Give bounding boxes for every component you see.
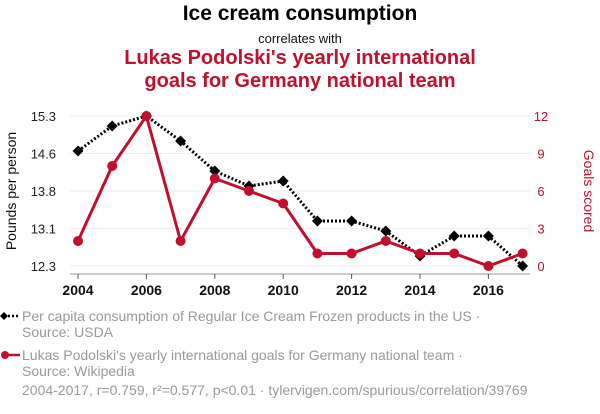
x-tick-label: 2016	[473, 282, 504, 298]
chart-title-secondary: Lukas Podolski's yearly international go…	[0, 47, 600, 93]
x-tick-label: 2010	[268, 282, 299, 298]
ice-cream-point	[482, 230, 494, 242]
y-tick-label-left: 14.6	[31, 147, 56, 162]
legend-item-ice-cream: Per capita consumption of Regular Ice Cr…	[0, 308, 481, 340]
legend-label-ice-cream: Per capita consumption of Regular Ice Cr…	[22, 308, 481, 324]
ice-cream-point	[106, 120, 118, 132]
x-tick-label: 2014	[404, 282, 435, 298]
ice-cream-point	[277, 175, 289, 187]
legend-label-goals: Lukas Podolski's yearly international go…	[22, 347, 463, 363]
grid	[70, 115, 530, 267]
x-tick-label: 2012	[336, 282, 367, 298]
goals-point	[73, 236, 83, 246]
legend-source-ice-cream: Source: USDA	[22, 324, 114, 340]
ice-cream-point	[72, 145, 84, 157]
ice-cream-point	[448, 230, 460, 242]
y-axis-label-right: Goals scored	[581, 150, 597, 232]
ice-cream-point	[209, 165, 221, 177]
x-tick-label: 2004	[62, 282, 93, 298]
goals-point	[107, 161, 118, 171]
goals-point	[278, 198, 289, 209]
goals-point	[449, 248, 460, 259]
title2-line-1: Lukas Podolski's yearly international	[124, 47, 476, 69]
goals-point	[346, 248, 357, 259]
ice-cream-point	[175, 135, 187, 147]
chart-subtitle: correlates with	[258, 31, 342, 46]
circle-line-icon	[1, 351, 20, 359]
legend-source-goals: Source: Wikipedia	[22, 363, 135, 379]
y-tick-label-left: 13.8	[31, 184, 56, 199]
goals-point	[380, 236, 391, 246]
legend-item-goals: Lukas Podolski's yearly international go…	[1, 347, 463, 379]
goals-point	[244, 186, 254, 196]
axes: 15.3 14.6 13.8 13.1 12.3 12 9 6 3 0 2004 2006 2008 20…	[3, 109, 597, 298]
y-tick-label-right: 9	[537, 147, 544, 162]
y-tick-label-left: 15.3	[31, 109, 56, 124]
series-goals	[73, 111, 528, 271]
footer-stats: 2004-2017, r=0.759, r²=0.577, p<0.01 · t…	[22, 382, 528, 398]
y-axis-label-left: Pounds per person	[3, 132, 19, 250]
goals-point	[483, 261, 494, 271]
y-tick-label-left: 13.1	[31, 222, 56, 237]
goals-point	[209, 173, 220, 184]
ice-cream-point	[311, 215, 323, 227]
ice-cream-point	[517, 260, 529, 272]
goals-point	[312, 248, 323, 259]
goals-point	[141, 111, 152, 121]
y-tick-label-right: 12	[534, 109, 548, 124]
title2-line-2: goals for Germany national team	[144, 70, 456, 92]
y-tick-label-left: 12.3	[31, 259, 56, 274]
y-tick-label-right: 0	[537, 259, 544, 274]
ice-cream-point	[380, 225, 392, 237]
goals-point	[415, 248, 425, 259]
x-tick-label: 2008	[199, 282, 230, 298]
goals-point	[175, 236, 186, 246]
diamond-dotted-line-icon	[0, 312, 20, 320]
x-tick-label: 2006	[131, 282, 162, 298]
chart-title: Ice cream consumption	[182, 2, 418, 25]
goals-line	[76, 114, 524, 268]
ice-cream-line	[77, 114, 524, 268]
y-tick-label-right: 6	[537, 184, 544, 199]
ice-cream-point	[346, 215, 358, 227]
y-tick-label-right: 3	[537, 222, 544, 237]
goals-point	[517, 248, 528, 259]
